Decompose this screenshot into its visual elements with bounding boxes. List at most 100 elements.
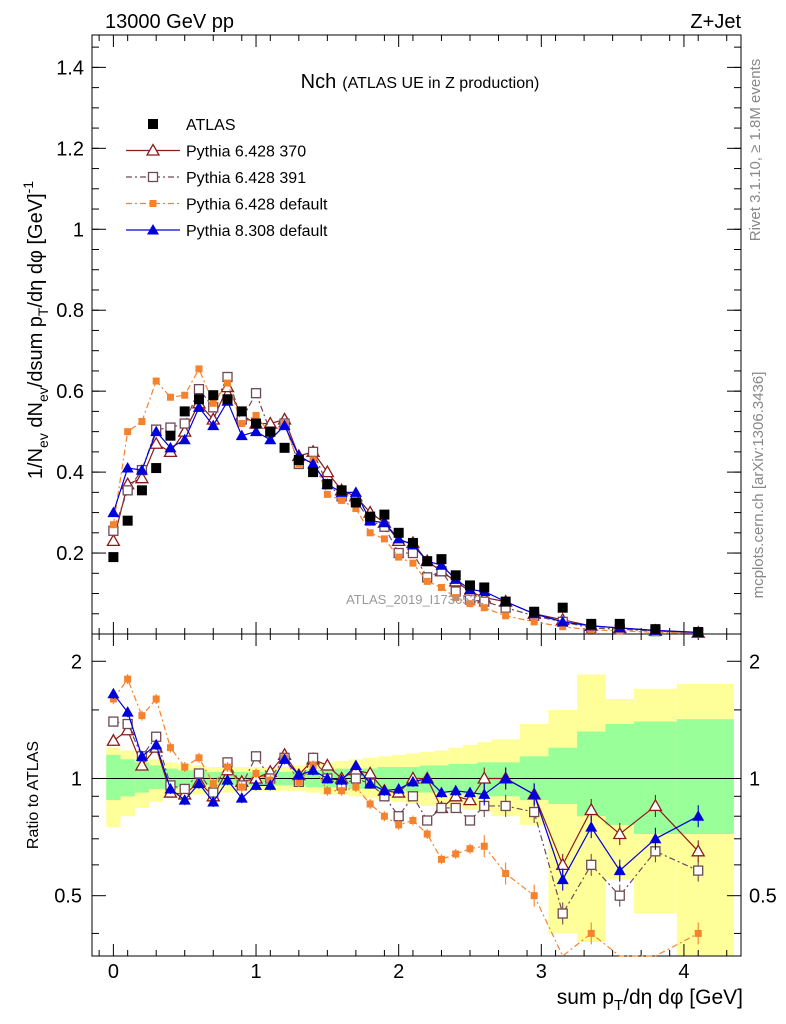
point-p6_default [166,393,174,401]
point-atlas [407,537,418,548]
ratio-point-p6_391 [208,787,219,798]
point-atlas [557,602,568,613]
process-label: Z+Jet [690,11,741,33]
point-p6_default [138,418,146,426]
point-p8 [121,462,134,473]
point-p6_default [466,600,474,608]
point-p8 [378,516,391,528]
point-p8 [107,506,120,518]
ratio-point-p6_default [694,929,702,937]
ratio-point-p6_391 [350,773,362,784]
ratio-point-p6_370 [462,792,478,806]
ratio-point-p6_default [109,695,117,703]
point-atlas [136,485,147,496]
ratio-point-p6_391 [693,865,704,876]
point-atlas [279,442,290,453]
ratio-point-p6_391 [436,802,447,814]
ratio-point-p8 [585,821,598,832]
x-tick-label: 1 [250,961,261,983]
point-p8 [278,419,291,431]
point-atlas [350,497,361,508]
point-p6_391 [179,418,190,429]
point-p6_370 [320,464,335,478]
ratio-point-p8 [307,764,320,775]
point-atlas [236,406,247,417]
ratio-point-p8 [164,782,177,794]
point-atlas [193,394,204,405]
ratio-point-p6_391 [179,783,190,795]
energy-label: 13000 GeV pp [105,11,234,33]
point-atlas [365,511,376,522]
point-atlas [379,509,390,520]
ratio-point-p6_default [166,744,174,752]
ratio-point-p6_default [380,812,388,820]
point-atlas [436,554,447,565]
title-sub: (ATLAS UE in Z production) [342,75,539,92]
ratio-point-p8 [421,772,434,783]
point-atlas [650,624,661,635]
ratio-point-p6_default [195,754,203,762]
ratio-point-p6_370 [106,733,121,746]
ratio-tick-label-right: 2 [749,651,760,673]
point-p8 [192,401,205,412]
point-p6_default [209,399,217,407]
ratio-point-p6_391 [122,718,133,730]
point-p8 [235,429,248,441]
point-p6_default [181,391,189,399]
band-inner-bin [548,747,577,804]
point-atlas [165,430,176,441]
ratio-point-p8 [250,779,263,790]
point-p8 [150,425,163,437]
point-p6_391 [193,383,205,395]
legend-label-p6_370: Pythia 6.428 370 [186,144,306,161]
point-p8 [392,532,405,544]
point-p6_default [195,365,203,373]
point-p8 [250,425,263,437]
ratio-line-p8 [112,693,699,882]
series-line-p8 [112,399,699,633]
y-axis-label-ratio: Ratio to ATLAS [25,741,42,849]
point-p8 [264,433,277,445]
ratio-point-p6_default [224,763,232,771]
ratio-point-p6_370 [691,844,706,857]
ratio-uncertainty-band [106,674,734,956]
point-p6_391 [250,388,262,399]
ratio-point-p6_391 [529,806,540,818]
ratio-point-p8 [150,738,163,750]
ratio-point-p8 [135,750,148,761]
band-inner-bin [434,765,449,793]
ratio-point-p8 [292,769,305,780]
ratio-point-p8 [392,782,405,794]
ratio-point-p6_391 [250,751,262,762]
point-p6_default [452,594,460,602]
ratio-point-p6_default [352,783,360,791]
point-p6_default [409,559,417,567]
axis-ticks: 0 1 2 3 4 0.2 0.4 0.6 0.8 1 1.2 1.4 0.5 0.5 1 1 2 2 [54,35,777,983]
ratio-point-p6_default [502,870,510,878]
ratio-tick-label: 2 [71,651,82,673]
ratio-point-p8 [264,779,277,790]
band-inner-bin [106,754,121,801]
ratio-point-p6_391 [464,815,476,826]
point-atlas [208,390,219,401]
point-p6_default [124,428,132,436]
ratio-point-p6_default [209,780,217,788]
point-p6_default [480,604,488,612]
analysis-watermark: ATLAS_2019_I1736531 [346,592,484,607]
ratio-point-p6_default [366,800,374,808]
point-atlas [322,479,333,490]
point-atlas [222,394,233,405]
ratio-point-p6_default [338,787,346,795]
legend-marker-p6_default [149,200,157,207]
point-atlas [108,552,119,563]
ratio-point-p6_default [480,842,488,850]
ratio-point-p8 [556,873,569,885]
point-p6_391 [407,547,419,559]
point-atlas [614,618,625,629]
ratio-tick-label: 1 [71,768,82,790]
ratio-point-p6_default [409,816,417,824]
plot-title: Nch (ATLAS UE in Z production) [301,71,540,93]
y-tick-label: 0.6 [56,381,84,403]
ratio-point-p6_default [181,763,189,771]
point-atlas [479,582,490,593]
